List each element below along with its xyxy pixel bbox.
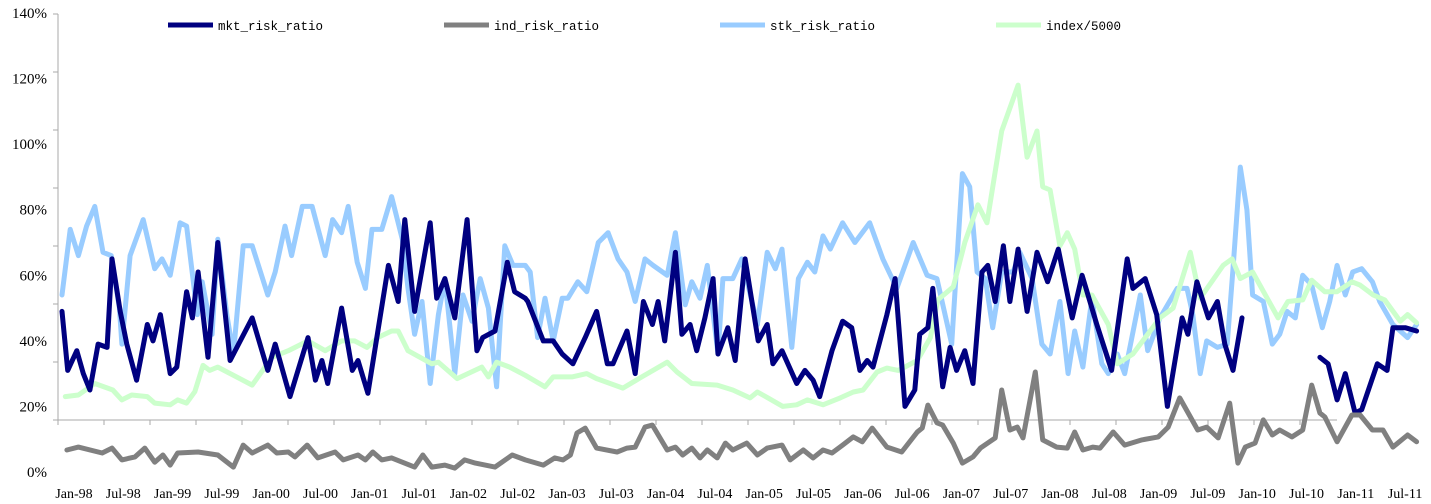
x-tick-label: Jul-05 <box>796 487 831 502</box>
x-tick-label: Jan-10 <box>1239 487 1276 502</box>
series-line-mkt-risk-ratio <box>59 217 1420 416</box>
x-tick-label: Jan-99 <box>154 487 191 502</box>
x-tick-label: Jul-04 <box>697 487 732 502</box>
y-tick-label: 20% <box>20 399 48 415</box>
x-tick-label: Jul-99 <box>204 487 239 502</box>
x-tick-label: Jul-00 <box>303 487 338 502</box>
x-tick-label: Jul-02 <box>500 487 535 502</box>
y-tick-label: 80% <box>20 203 48 219</box>
x-tick-label: Jan-01 <box>351 487 388 502</box>
x-tick-label: Jan-02 <box>450 487 487 502</box>
x-tick-label: Jul-07 <box>993 487 1028 502</box>
x-tick-label: Jan-08 <box>1041 487 1078 502</box>
x-tick-label: Jul-06 <box>895 487 930 502</box>
legend-label: ind_risk_ratio <box>494 20 599 34</box>
x-tick-label: Jul-11 <box>1388 487 1422 502</box>
series-line-ind-risk-ratio <box>64 369 1420 471</box>
y-tick-label: 40% <box>20 334 48 350</box>
series-line-index-5000 <box>62 82 1420 409</box>
legend-label: mkt_risk_ratio <box>218 20 323 34</box>
legend-label: index/5000 <box>1046 20 1121 34</box>
x-tick-label: Jul-10 <box>1289 487 1324 502</box>
x-tick-label: Jan-98 <box>55 487 92 502</box>
x-tick-label: Jul-03 <box>599 487 634 502</box>
x-tick-label: Jan-07 <box>943 487 980 502</box>
x-tick-label: Jan-04 <box>647 487 684 502</box>
y-tick-label: 140% <box>12 6 47 22</box>
y-tick-label: 0% <box>27 465 47 481</box>
x-tick-label: Jul-98 <box>106 487 141 502</box>
x-tick-label: Jan-00 <box>253 487 290 502</box>
x-tick-label: Jan-11 <box>1337 487 1374 502</box>
x-tick-label: Jan-03 <box>548 487 585 502</box>
x-tick-label: Jan-06 <box>844 487 881 502</box>
x-tick-label: Jan-09 <box>1140 487 1177 502</box>
series-line-stk-risk-ratio <box>59 164 1420 390</box>
x-tick-label: Jan-05 <box>746 487 783 502</box>
y-tick-label: 120% <box>12 72 47 88</box>
legend-label: stk_risk_ratio <box>770 20 875 34</box>
x-tick-label: Jul-08 <box>1092 487 1127 502</box>
y-tick-label: 100% <box>12 137 47 153</box>
x-tick-label: Jul-01 <box>402 487 437 502</box>
x-tick-label: Jul-09 <box>1190 487 1225 502</box>
y-tick-label: 60% <box>20 268 48 284</box>
